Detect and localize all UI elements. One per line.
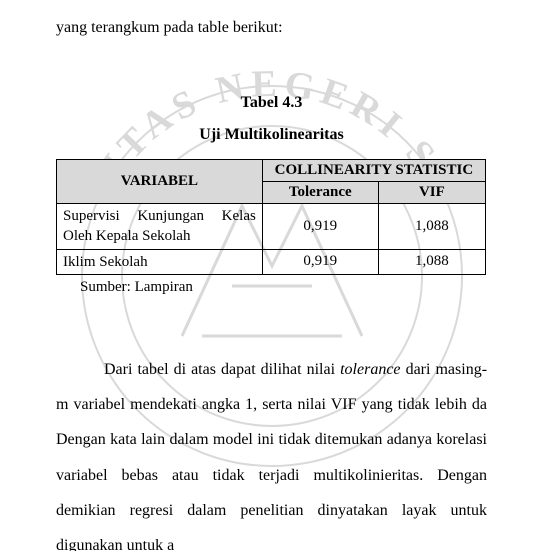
header-collinearity: COLLINEARITY STATISTIC [262, 160, 485, 182]
row-tolerance: 0,919 [262, 204, 378, 250]
row-vif: 1,088 [378, 249, 485, 274]
table-caption: Tabel 4.3 Uji Multikolinearitas [56, 87, 487, 151]
multicollinearity-table: VARIABEL COLLINEARITY STATISTIC Toleranc… [56, 159, 486, 275]
row-label: Iklim Sekolah [57, 249, 263, 274]
header-variabel: VARIABEL [57, 160, 263, 204]
row-vif: 1,088 [378, 204, 485, 250]
table-row: Iklim Sekolah 0,919 1,088 [57, 249, 486, 274]
body-post: dari masing-m variabel mendekati angka 1… [56, 361, 487, 551]
caption-title: Uji Multikolinearitas [56, 119, 487, 151]
row-label: Supervisi Kunjungan Kelas Oleh Kepala Se… [57, 204, 263, 250]
body-paragraph: Dari tabel di atas dapat dilihat nilai t… [56, 352, 487, 551]
caption-number: Tabel 4.3 [56, 87, 487, 119]
row-tolerance: 0,919 [262, 249, 378, 274]
table-source: Sumber: Lampiran [80, 277, 487, 298]
table-row: Supervisi Kunjungan Kelas Oleh Kepala Se… [57, 204, 486, 250]
intro-line: yang terangkum pada table berikut: [56, 10, 487, 45]
body-pre: Dari tabel di atas dapat dilihat nilai [104, 361, 335, 378]
body-italic-tolerance: tolerance [340, 361, 400, 378]
header-tolerance: Tolerance [262, 182, 378, 204]
header-vif: VIF [378, 182, 485, 204]
table-header-row-1: VARIABEL COLLINEARITY STATISTIC [57, 160, 486, 182]
